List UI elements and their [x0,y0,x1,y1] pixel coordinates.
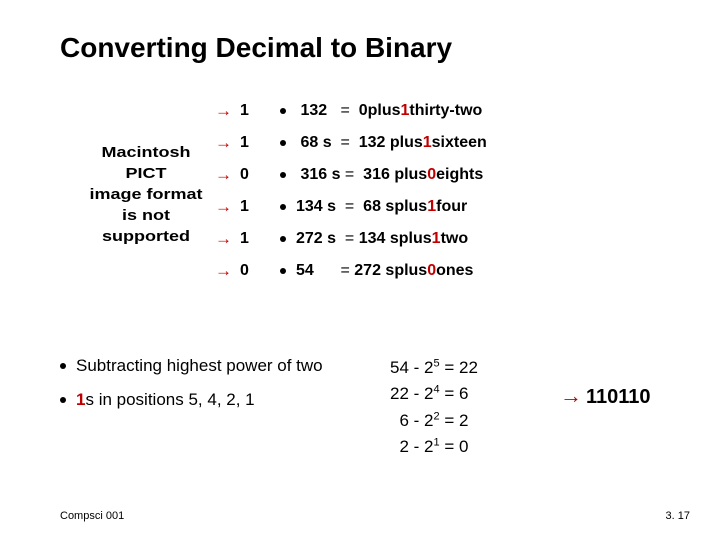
bit-row: →1 [215,95,249,127]
step-row: 1 32 = 0 plus 1 thirty-two [280,95,487,127]
pict-line: Macintosh PICT [80,142,212,184]
step-row: 3 16 s = 3 16 plus 0 eights [280,159,487,191]
pict-placeholder: Macintosh PICT image format is not suppo… [80,142,212,247]
bullet-icon [60,397,66,403]
lower-bullet: Subtracting highest power of two [60,355,360,377]
bit-row: →1 [215,223,249,255]
bit-value: 0 [240,262,249,280]
bit-value: 1 [240,134,249,152]
bullet-icon [280,140,286,146]
bit-value: 1 [240,230,249,248]
step-row: 54 = 27 2 s plus 0 ones [280,255,487,287]
bit-value: 0 [240,166,249,184]
result-value: 110110 [586,386,651,408]
bullet-icon [280,204,286,210]
arrow-icon: → [215,197,232,217]
bullet-text: 1s in positions 5, 4, 2, 1 [76,389,255,411]
bullet-icon [60,363,66,369]
arrow-icon: → [215,133,232,153]
calc-line: 6 - 22 = 2 [390,408,478,434]
bullet-text: Subtracting highest power of two [76,355,323,377]
pict-line: image format [80,184,212,205]
arrow-icon: → [215,229,232,249]
bullet-icon [280,172,286,178]
bit-row: →0 [215,159,249,191]
bullet-icon [280,108,286,114]
bullet-icon [280,268,286,274]
arrow-icon: → [215,165,232,185]
step-row: 6 8 s = 1 32 plus 1 sixteen [280,127,487,159]
subtraction-calc: 54 - 25 = 2222 - 24 = 6 6 - 22 = 2 2 - 2… [390,355,478,460]
bit-row: →1 [215,127,249,159]
slide-title: Converting Decimal to Binary [60,32,452,64]
footer-right: 3. 17 [666,510,690,522]
bit-row: →1 [215,191,249,223]
steps-column: 1 32 = 0 plus 1 thirty-two 6 8 s = 1 32 … [280,95,487,287]
binary-result: →110110 [560,383,651,409]
calc-line: 54 - 25 = 22 [390,355,478,381]
bit-value: 1 [240,102,249,120]
bits-column: →1→1→0→1→1→0 [215,95,249,287]
arrow-icon: → [560,383,582,408]
calc-line: 2 - 21 = 0 [390,434,478,460]
lower-bullets: Subtracting highest power of two 1s in po… [60,355,360,423]
bit-value: 1 [240,198,249,216]
arrow-icon: → [215,261,232,281]
bullet-icon [280,236,286,242]
pict-line: is not supported [80,205,212,247]
bit-row: →0 [215,255,249,287]
lower-bullet: 1s in positions 5, 4, 2, 1 [60,389,360,411]
footer-left: Compsci 001 [60,510,124,522]
step-row: 27 2 s = 13 4 s plus 1 two [280,223,487,255]
step-row: 13 4 s = 6 8 s plus 1 four [280,191,487,223]
calc-line: 22 - 24 = 6 [390,381,478,407]
arrow-icon: → [215,101,232,121]
